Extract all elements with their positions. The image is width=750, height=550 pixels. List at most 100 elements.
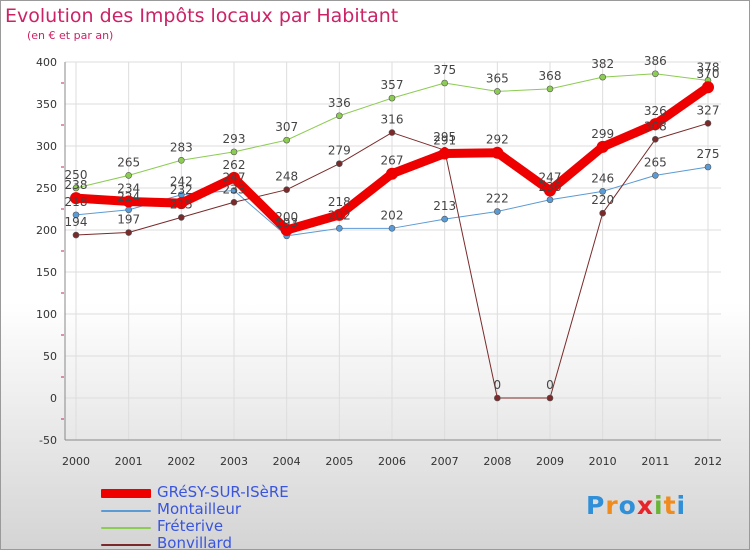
series-point-3 (546, 394, 554, 402)
series-point-0 (544, 184, 556, 197)
y-tick-label: 50 (43, 350, 57, 363)
data-label-2: 375 (433, 63, 456, 77)
legend-swatch-montailleur (101, 510, 151, 512)
series-point-3 (125, 229, 132, 236)
series-point-2 (494, 88, 501, 95)
data-label-0: 234 (117, 181, 140, 195)
data-label-1: 265 (644, 155, 667, 169)
legend-swatch-gresy (101, 489, 151, 498)
data-label-1: 275 (697, 147, 720, 161)
data-label-1: 193 (275, 216, 298, 230)
data-label-2: 265 (117, 155, 140, 169)
data-label-2: 307 (275, 120, 298, 134)
series-point-0 (228, 171, 240, 184)
series-point-1 (599, 188, 606, 195)
data-label-3: 316 (381, 113, 404, 127)
data-label-0: 262 (223, 158, 246, 172)
x-tick-label: 2003 (220, 455, 248, 468)
data-label-0: 299 (591, 127, 614, 141)
data-label-0: 326 (644, 104, 667, 118)
series-point-3 (599, 209, 606, 217)
series-point-0 (649, 118, 662, 131)
data-label-3: 248 (275, 170, 298, 184)
series-point-1 (230, 187, 238, 194)
y-tick-label: -50 (39, 434, 57, 447)
legend-item-gresy: GRéSY-SUR-ISèRE (101, 483, 341, 502)
legend-item-montailleur: Montailleur (101, 500, 341, 519)
x-tick-label: 2005 (325, 455, 353, 468)
data-label-1: 247 (223, 171, 246, 185)
data-label-3: 327 (697, 103, 720, 117)
series-point-2 (652, 70, 659, 78)
data-label-3: 0 (546, 378, 554, 392)
series-point-0 (333, 208, 346, 221)
series-point-1 (72, 211, 80, 219)
data-label-0: 247 (539, 171, 562, 185)
data-label-0: 267 (381, 154, 404, 168)
data-label-2: 368 (539, 69, 562, 83)
data-label-1: 224 (117, 190, 140, 204)
x-tick-label: 2006 (378, 455, 406, 468)
legend-label-gresy: GRéSY-SUR-ISèRE (157, 483, 289, 501)
series-point-0 (280, 224, 293, 236)
y-tick-label: 250 (36, 182, 57, 195)
series-point-3 (388, 129, 396, 136)
series-point-3 (283, 186, 290, 193)
series-point-2 (178, 156, 185, 164)
x-tick-label: 2010 (589, 455, 617, 468)
data-label-0: 292 (486, 133, 509, 147)
data-label-2: 365 (486, 71, 509, 85)
y-tick-label: 100 (36, 308, 57, 321)
legend-label-montailleur: Montailleur (157, 500, 242, 518)
y-tick-label: 300 (36, 140, 57, 153)
series-point-2 (441, 79, 448, 87)
series-point-2 (546, 85, 554, 93)
chart-title: Evolution des Impôts locaux par Habitant (5, 5, 399, 27)
series-point-2 (388, 94, 396, 102)
data-label-2: 250 (65, 168, 88, 182)
proxiti-logo: Proxiti (586, 491, 687, 520)
series-point-3 (652, 135, 659, 143)
data-label-3: 295 (433, 130, 456, 144)
x-tick-label: 2008 (483, 455, 511, 468)
data-label-1: 242 (170, 175, 193, 189)
y-tick-label: 0 (50, 392, 57, 405)
series-point-3 (336, 160, 343, 167)
series-point-0 (596, 140, 609, 153)
series-point-1 (388, 225, 396, 232)
x-tick-label: 2011 (641, 455, 669, 468)
chart-subtitle: (en € et par an) (27, 29, 114, 42)
data-label-3: 0 (494, 378, 502, 392)
x-tick-label: 2009 (536, 455, 564, 468)
legend: GRéSY-SUR-ISèRE Montailleur Fréterive Bo… (101, 483, 341, 549)
data-label-3: 279 (328, 144, 351, 158)
data-label-0: 370 (697, 67, 720, 81)
series-point-3 (230, 198, 238, 206)
series-point-0 (491, 146, 504, 159)
series-point-1 (704, 163, 712, 171)
data-label-2: 336 (328, 96, 351, 110)
series-point-1 (546, 196, 554, 204)
x-tick-label: 2001 (115, 455, 143, 468)
data-label-3: 215 (170, 197, 193, 211)
series-point-0 (122, 195, 135, 208)
series-point-1 (494, 208, 501, 215)
series-point-2 (230, 148, 238, 156)
data-label-1: 246 (591, 171, 614, 185)
series-point-2 (283, 136, 290, 144)
data-label-1: 218 (65, 195, 88, 209)
data-label-1: 202 (381, 208, 404, 222)
x-tick-label: 2004 (273, 455, 301, 468)
series-point-3 (704, 120, 712, 127)
series-point-3 (72, 231, 80, 239)
data-label-1: 222 (486, 192, 509, 206)
series-point-3 (494, 394, 501, 402)
x-tick-label: 2012 (694, 455, 722, 468)
data-label-3: 197 (117, 213, 140, 227)
data-label-3: 233 (223, 182, 246, 196)
data-label-3: 194 (65, 215, 88, 229)
data-label-2: 378 (697, 60, 720, 74)
series-point-2 (599, 73, 606, 81)
